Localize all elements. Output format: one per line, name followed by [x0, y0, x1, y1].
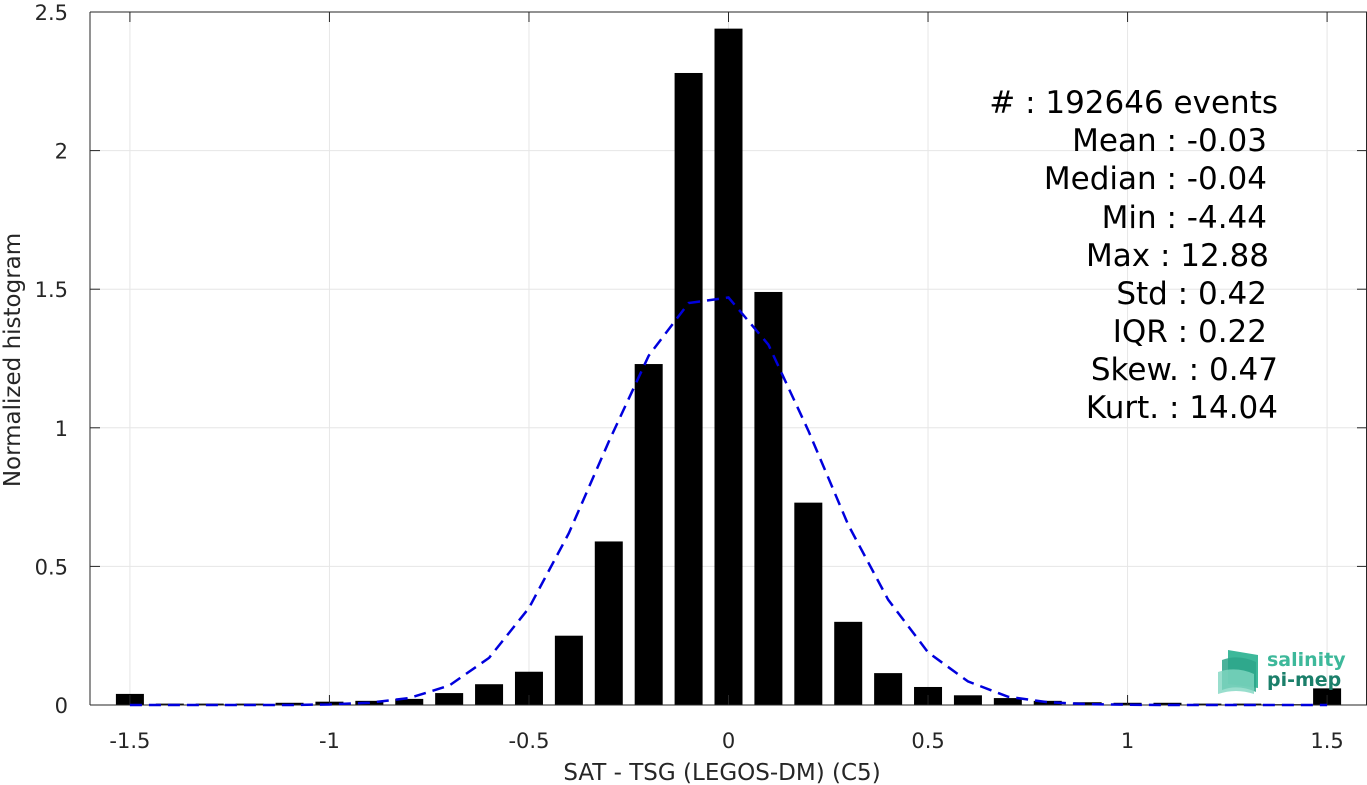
x-tick-label: -0.5: [508, 729, 549, 753]
x-tick-label: 0: [722, 729, 735, 753]
bars: [115, 28, 1342, 705]
logo-text-pi-mep: pi-mep: [1267, 669, 1341, 691]
x-tick-label: -1.5: [109, 729, 150, 753]
stat-mean: Mean : -0.03: [1072, 123, 1267, 159]
y-tick-label: 0.5: [35, 555, 68, 579]
stat-iqr: IQR : 0.22: [1113, 314, 1267, 350]
fit-curve-group: [129, 296, 1328, 707]
y-axis-label: Normalized histogram: [0, 233, 26, 487]
statistics-box: # : 192646 events Mean : -0.03 Median : …: [989, 85, 1278, 426]
stat-min: Min : -4.44: [1102, 200, 1267, 236]
histogram-bar: [1033, 700, 1062, 705]
y-tick-label: 1: [55, 417, 68, 441]
salinity-pi-mep-logo: salinity pi-mep: [1218, 649, 1346, 694]
histogram-bar: [674, 72, 703, 705]
histogram-bar: [794, 502, 823, 705]
stat-std: Std : 0.42: [1116, 276, 1267, 312]
stat-count: # : 192646 events: [989, 85, 1278, 121]
histogram-bar: [435, 693, 464, 705]
x-tick-label: 0.5: [911, 729, 944, 753]
x-tick-label: -1: [319, 729, 340, 753]
x-tick-labels: -1.5 -1 -0.5 0 0.5 1 1.5: [109, 729, 1343, 753]
histogram-bar: [634, 364, 663, 705]
stat-kurt: Kurt. : 14.04: [1086, 390, 1278, 426]
logo-text-salinity: salinity: [1267, 649, 1346, 671]
x-axis-label: SAT - TSG (LEGOS-DM) (C5): [563, 760, 880, 785]
gaussian-fit-curve: [129, 296, 1328, 707]
stat-skew: Skew. : 0.47: [1091, 352, 1278, 388]
stat-max: Max : 12.88: [1086, 238, 1269, 274]
x-tick-label: 1: [1121, 729, 1134, 753]
y-tick-label: 1.5: [35, 278, 68, 302]
histogram-bar: [395, 698, 424, 705]
y-tick-labels: 0 0.5 1 1.5 2 2.5: [35, 1, 68, 718]
histogram-bar: [594, 541, 623, 705]
histogram-bar: [754, 291, 783, 705]
y-tick-label: 0: [55, 694, 68, 718]
y-tick-label: 2: [55, 140, 68, 164]
histogram-bar: [953, 695, 982, 705]
histogram-bar: [554, 635, 583, 705]
histogram-bar: [834, 621, 863, 705]
histogram-bar: [1153, 702, 1182, 705]
histogram-bar: [1073, 702, 1102, 705]
histogram-bar: [993, 698, 1022, 705]
y-tick-label: 2.5: [35, 1, 68, 25]
histogram-bar: [874, 673, 903, 705]
x-tick-label: 1.5: [1310, 729, 1343, 753]
wave-logo-icon: [1218, 650, 1258, 694]
stat-median: Median : -0.04: [1044, 161, 1267, 197]
histogram-bar: [714, 28, 743, 705]
histogram-bar: [475, 684, 504, 705]
